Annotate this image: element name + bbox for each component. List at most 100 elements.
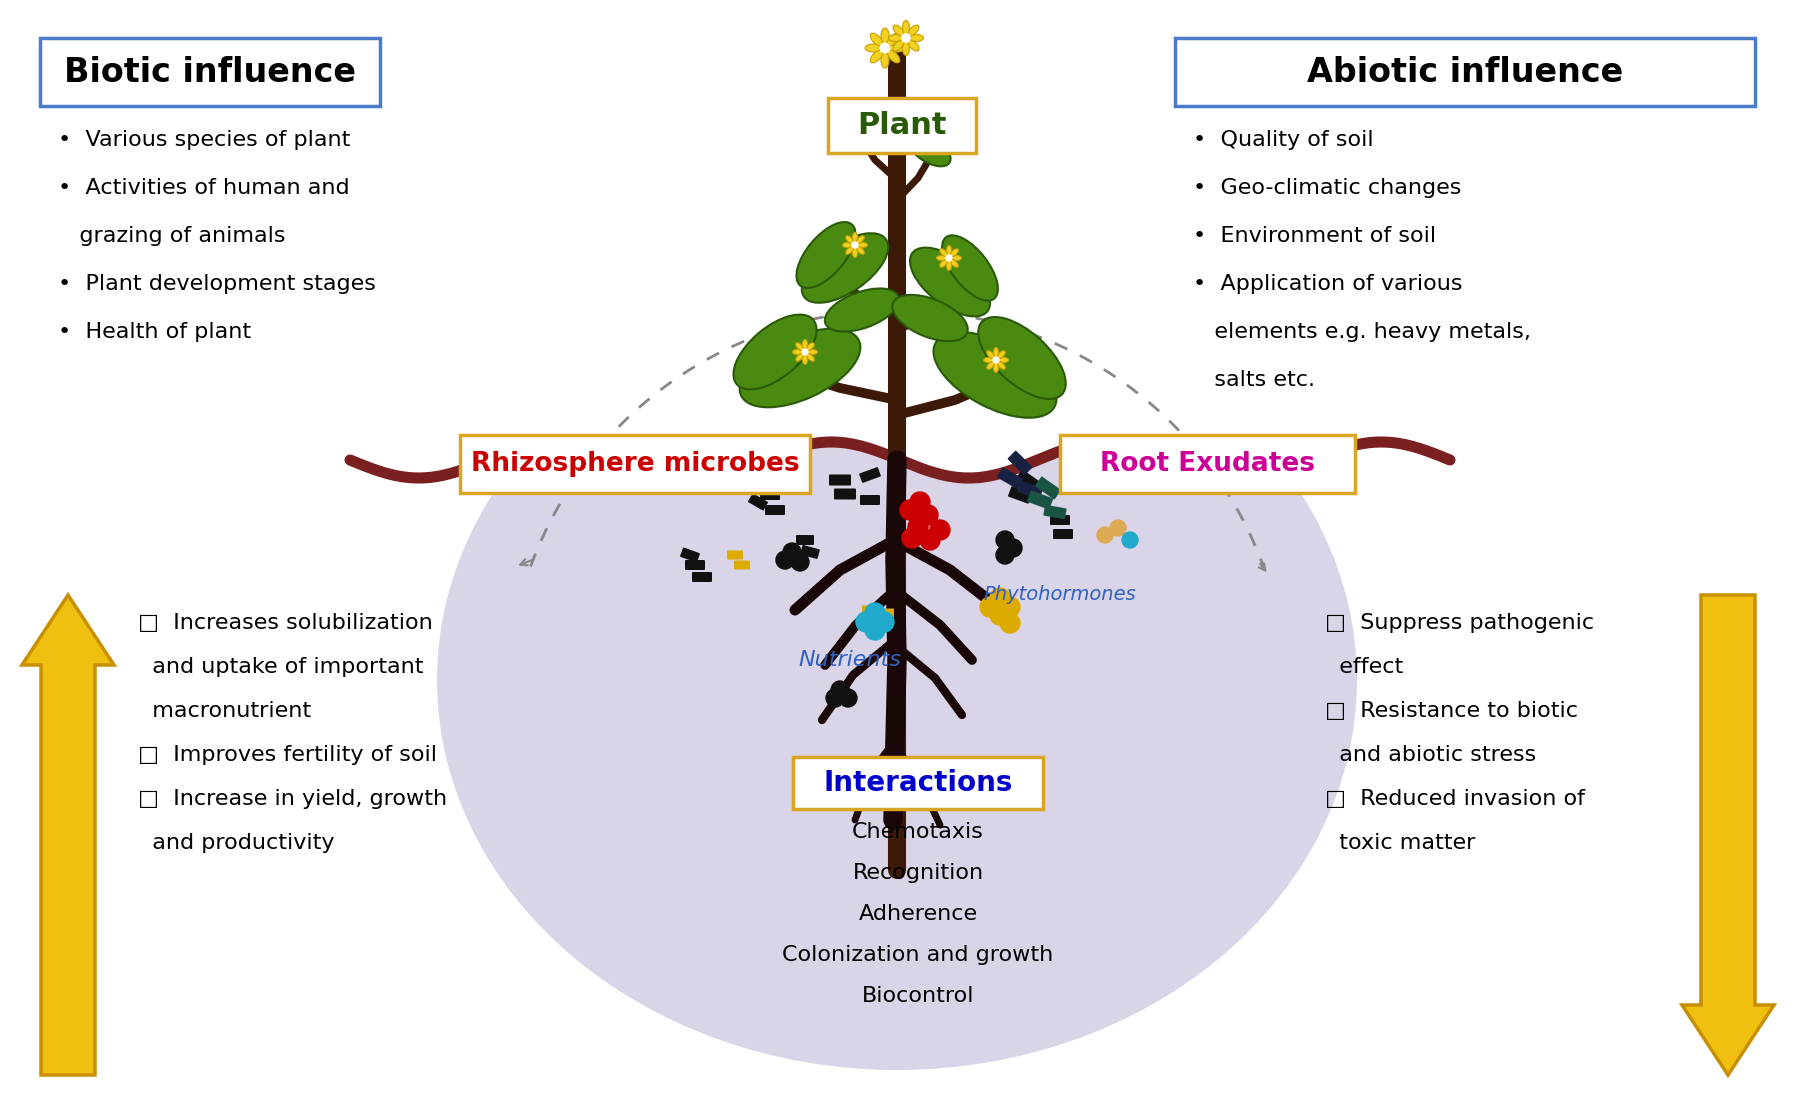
Circle shape (838, 689, 856, 707)
Circle shape (910, 492, 930, 513)
Circle shape (865, 620, 885, 640)
Circle shape (980, 597, 1000, 617)
Circle shape (853, 242, 858, 248)
Circle shape (903, 528, 923, 548)
Text: salts etc.: salts etc. (1194, 370, 1316, 390)
Ellipse shape (795, 343, 804, 351)
FancyBboxPatch shape (1061, 435, 1355, 493)
Text: and productivity: and productivity (138, 832, 334, 853)
Ellipse shape (950, 249, 959, 257)
Ellipse shape (863, 107, 872, 116)
Ellipse shape (930, 125, 939, 134)
Ellipse shape (924, 137, 932, 148)
Ellipse shape (998, 351, 1005, 359)
Circle shape (1097, 527, 1113, 544)
Ellipse shape (894, 25, 905, 37)
Ellipse shape (908, 40, 919, 51)
FancyBboxPatch shape (734, 560, 750, 569)
Circle shape (865, 603, 885, 623)
Circle shape (1122, 532, 1138, 548)
Ellipse shape (887, 33, 899, 45)
Circle shape (1109, 520, 1125, 536)
FancyBboxPatch shape (686, 560, 705, 570)
Ellipse shape (887, 50, 899, 63)
Ellipse shape (917, 136, 926, 145)
Ellipse shape (930, 136, 939, 145)
Text: toxic matter: toxic matter (1325, 832, 1475, 853)
Ellipse shape (845, 236, 854, 244)
Text: □  Suppress pathogenic: □ Suppress pathogenic (1325, 613, 1594, 633)
FancyBboxPatch shape (39, 38, 381, 106)
Circle shape (901, 34, 910, 42)
Circle shape (991, 606, 1011, 625)
Circle shape (993, 356, 1000, 363)
Ellipse shape (993, 362, 998, 372)
Text: macronutrient: macronutrient (138, 701, 311, 721)
Text: and uptake of important: and uptake of important (138, 656, 424, 677)
Ellipse shape (946, 246, 951, 256)
FancyBboxPatch shape (460, 435, 810, 493)
FancyBboxPatch shape (871, 615, 887, 624)
Circle shape (946, 255, 951, 261)
Ellipse shape (951, 256, 962, 260)
Text: •  Activities of human and: • Activities of human and (57, 178, 350, 198)
FancyBboxPatch shape (727, 550, 743, 559)
Circle shape (880, 43, 890, 53)
Circle shape (930, 520, 950, 540)
Ellipse shape (903, 21, 910, 34)
Text: •  Quality of soil: • Quality of soil (1194, 130, 1373, 151)
Text: •  Various species of plant: • Various species of plant (57, 130, 350, 151)
Ellipse shape (845, 247, 854, 255)
Ellipse shape (860, 121, 865, 132)
Text: Biotic influence: Biotic influence (65, 55, 355, 89)
Text: Interactions: Interactions (824, 769, 1012, 797)
Circle shape (874, 612, 894, 632)
FancyBboxPatch shape (1176, 38, 1756, 106)
Text: Phytohormones: Phytohormones (984, 586, 1136, 604)
Ellipse shape (984, 358, 993, 362)
Ellipse shape (889, 34, 903, 41)
Ellipse shape (808, 350, 817, 354)
FancyBboxPatch shape (827, 99, 976, 153)
Ellipse shape (910, 248, 991, 317)
Circle shape (858, 115, 865, 122)
Ellipse shape (802, 340, 808, 350)
Ellipse shape (740, 329, 860, 407)
Ellipse shape (853, 248, 858, 258)
FancyBboxPatch shape (680, 548, 700, 562)
Circle shape (924, 132, 932, 138)
Circle shape (1000, 597, 1020, 617)
Circle shape (831, 681, 849, 699)
FancyBboxPatch shape (862, 606, 878, 614)
Circle shape (802, 349, 808, 355)
Ellipse shape (910, 34, 923, 41)
Text: •  Plant development stages: • Plant development stages (57, 275, 375, 294)
Circle shape (996, 531, 1014, 549)
Circle shape (899, 500, 921, 520)
Ellipse shape (865, 44, 881, 52)
Circle shape (826, 689, 844, 707)
Ellipse shape (871, 33, 883, 45)
Ellipse shape (941, 259, 948, 267)
Text: •  Geo-climatic changes: • Geo-climatic changes (1194, 178, 1461, 198)
Ellipse shape (881, 28, 889, 44)
Circle shape (792, 554, 810, 571)
Ellipse shape (933, 332, 1057, 417)
FancyBboxPatch shape (765, 505, 784, 515)
Ellipse shape (889, 44, 905, 52)
Circle shape (991, 588, 1011, 608)
Circle shape (917, 505, 939, 525)
Ellipse shape (942, 236, 998, 301)
Ellipse shape (734, 314, 817, 390)
Text: elements e.g. heavy metals,: elements e.g. heavy metals, (1194, 322, 1531, 342)
Ellipse shape (914, 132, 924, 137)
Text: □  Reduced invasion of: □ Reduced invasion of (1325, 789, 1585, 809)
Ellipse shape (892, 294, 968, 341)
Text: □  Resistance to biotic: □ Resistance to biotic (1325, 701, 1578, 721)
Text: •  Application of various: • Application of various (1194, 275, 1463, 294)
Ellipse shape (998, 358, 1009, 362)
FancyBboxPatch shape (1009, 486, 1032, 504)
FancyBboxPatch shape (1050, 515, 1070, 525)
FancyArrow shape (1682, 594, 1773, 1075)
Ellipse shape (946, 260, 951, 270)
